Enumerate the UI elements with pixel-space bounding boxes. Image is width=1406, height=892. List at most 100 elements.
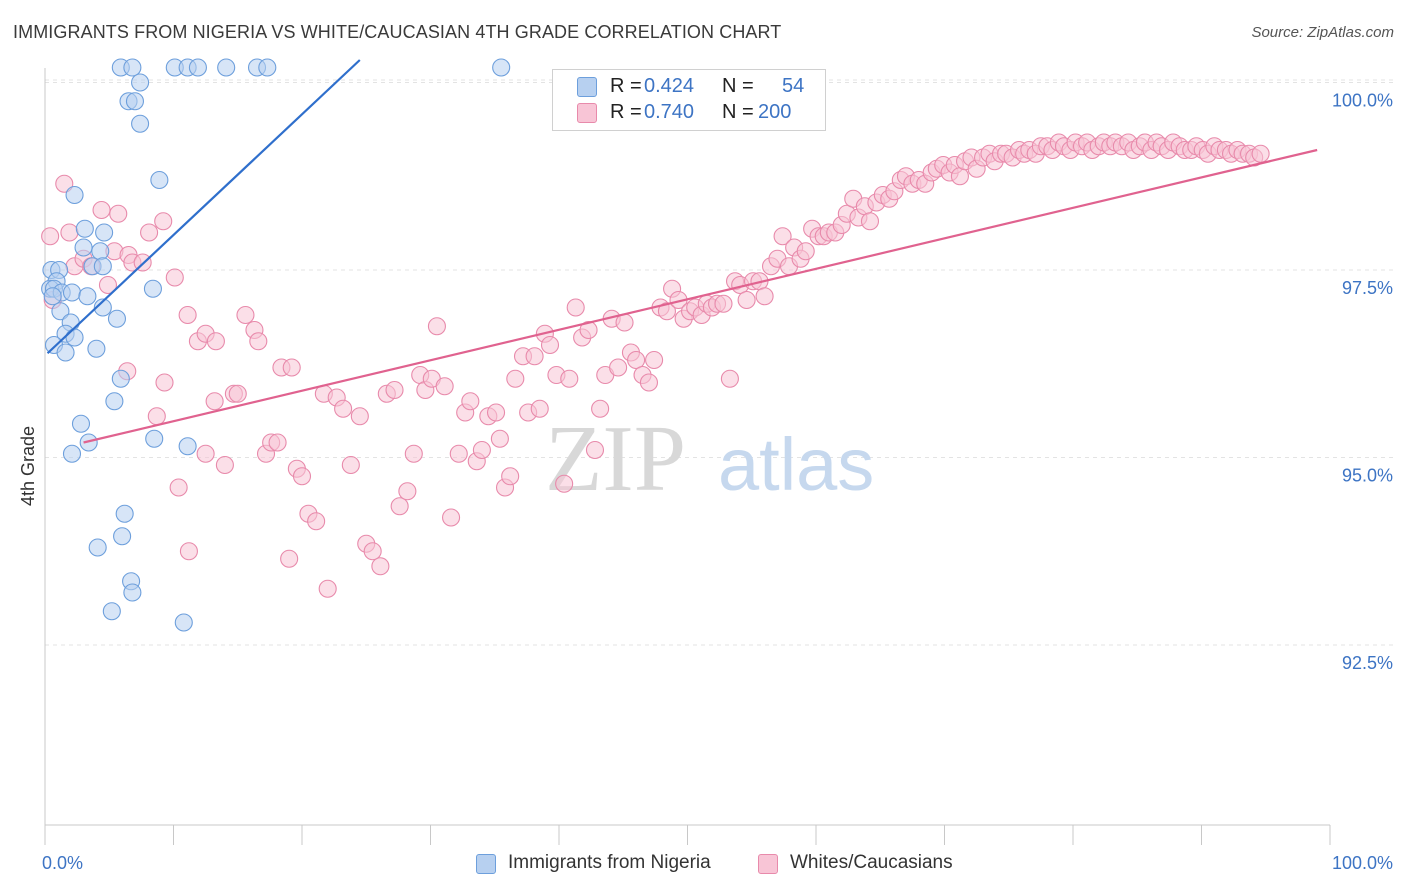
nigeria-point [143, 279, 162, 298]
nigeria-point [79, 433, 98, 452]
nigeria-point [65, 185, 84, 205]
white-point [205, 392, 224, 411]
trend-lines [46, 59, 1318, 444]
x-tick-label-max: 100.0% [1332, 853, 1393, 873]
bottom-legend-label: Immigrants from Nigeria [508, 852, 711, 873]
white-point [334, 399, 353, 418]
nigeria-point [78, 287, 97, 306]
nigeria-point [62, 444, 82, 463]
nigeria-point [62, 283, 82, 302]
nigeria-point [123, 58, 142, 77]
bottom-legend-label: Whites/Caucasians [790, 852, 953, 873]
white-point [228, 384, 247, 403]
data-points [41, 58, 1270, 632]
nigeria-point [93, 257, 112, 276]
white-point [404, 444, 423, 463]
white-point [566, 298, 585, 317]
white-point [268, 433, 287, 452]
white-point [41, 227, 60, 246]
nigeria-point [105, 392, 124, 411]
white-point [55, 174, 74, 193]
y-tick-label: 92.5% [1342, 653, 1393, 673]
white-point [755, 287, 774, 306]
legend-r-label: R = [610, 75, 642, 97]
white-point [249, 332, 268, 351]
white-point [773, 227, 792, 246]
white-point [645, 350, 664, 370]
white-point [350, 407, 369, 426]
white-point [179, 542, 198, 561]
nigeria-point [107, 309, 127, 328]
nigeria-point [111, 369, 130, 388]
white-point [98, 275, 118, 295]
nigeria-point [75, 219, 94, 238]
white-trend-line [83, 148, 1318, 444]
white-point [169, 478, 188, 497]
legend-r-value: 0.424 [644, 75, 695, 97]
white-point [585, 440, 605, 460]
watermark-atlas: atlas [718, 423, 874, 506]
white-point [591, 399, 610, 418]
white-point [109, 204, 128, 223]
source-label[interactable]: Source: ZipAtlas.com [1251, 24, 1394, 41]
white-point [657, 302, 676, 321]
nigeria-point [131, 73, 150, 92]
nigeria-point [115, 504, 134, 523]
white-point [140, 223, 159, 242]
nigeria-point [123, 583, 142, 602]
watermark-zip: ZIP [545, 407, 686, 511]
nigeria-point [102, 602, 121, 621]
white-point [427, 317, 446, 336]
white-point [461, 392, 480, 411]
white-point [490, 429, 509, 448]
white-point [1251, 144, 1270, 163]
y-tick-label: 100.0% [1332, 91, 1393, 111]
nigeria-point [178, 437, 197, 456]
white-point [540, 335, 560, 355]
white-point [486, 403, 506, 422]
y-tick-label: 97.5% [1342, 278, 1393, 298]
legend-n-value: 200 [758, 101, 792, 123]
white-point [92, 200, 111, 220]
nigeria-point [95, 223, 114, 242]
legend-n-label: N = [722, 75, 754, 97]
white-point [363, 542, 382, 561]
white-point [449, 444, 468, 463]
white-point [501, 467, 520, 486]
nigeria-point [91, 242, 110, 261]
white-point [860, 212, 880, 231]
nigeria-point [150, 170, 169, 190]
axes [44, 68, 1331, 845]
white-point [341, 455, 360, 475]
white-point [442, 508, 461, 527]
white-point [737, 290, 756, 310]
nigeria-point [93, 298, 112, 317]
nigeria-point [174, 613, 193, 632]
white-point [236, 305, 255, 325]
white-point [178, 305, 197, 325]
nigeria-point [56, 343, 75, 362]
white-point [560, 369, 579, 388]
white-point [506, 369, 525, 388]
nigeria-point [87, 339, 106, 358]
white-point [385, 380, 404, 400]
legend-n-label: N = [722, 101, 754, 123]
nigeria-point [258, 58, 277, 77]
nigeria-point [188, 58, 207, 77]
legend-n-value: 54 [782, 75, 805, 97]
nigeria-point [145, 429, 164, 448]
legend-swatch-nigeria [577, 77, 597, 97]
nigeria-point [51, 302, 70, 321]
nigeria-point [113, 527, 132, 546]
white-point [390, 497, 409, 516]
white-point [627, 350, 646, 370]
bottom-legend-swatch-nigeria [476, 854, 496, 874]
white-point [165, 268, 184, 287]
white-point [950, 167, 969, 186]
white-point [280, 549, 299, 568]
white-point [525, 347, 544, 366]
white-point [472, 440, 491, 460]
nigeria-point [74, 238, 93, 257]
white-point [292, 467, 312, 486]
